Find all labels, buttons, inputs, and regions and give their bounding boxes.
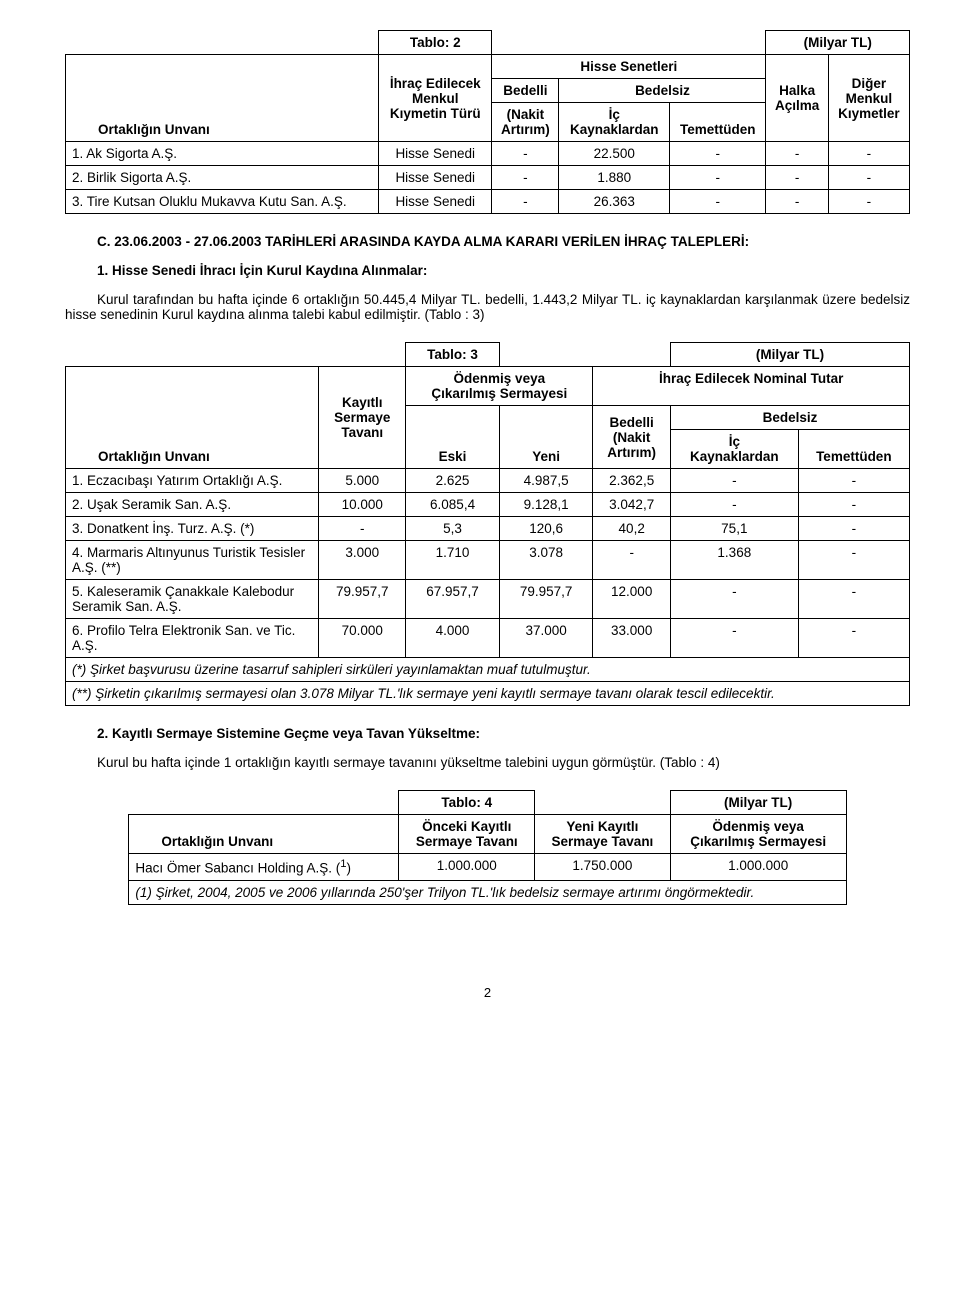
t4-row-name: Hacı Ömer Sabancı Holding A.Ş. (1) bbox=[129, 854, 399, 881]
t3-footnote-2: (**) Şirketin çıkarılmış sermayesi olan … bbox=[66, 682, 910, 706]
t2-title-right: (Milyar TL) bbox=[766, 31, 910, 55]
t2-group-hisse: Hisse Senetleri bbox=[492, 55, 766, 79]
t3-title-left: Tablo: 3 bbox=[406, 343, 500, 367]
table-row: Hacı Ömer Sabancı Holding A.Ş. (1) 1.000… bbox=[129, 854, 846, 881]
section-2-para: Kurul bu hafta içinde 1 ortaklığın kayıt… bbox=[97, 755, 910, 770]
t4-footnote: (1) Şirket, 2004, 2005 ve 2006 yıllarınd… bbox=[129, 880, 846, 904]
table-row: 2. Birlik Sigorta A.Ş. Hisse Senedi - 1.… bbox=[66, 166, 910, 190]
table-row: 1. Eczacıbaşı Yatırım Ortaklığı A.Ş. 5.0… bbox=[66, 469, 910, 493]
table-row: 1. Ak Sigorta A.Ş. Hisse Senedi - 22.500… bbox=[66, 142, 910, 166]
table-2: Tablo: 2 (Milyar TL) Ortaklığın Unvanı İ… bbox=[65, 30, 910, 214]
table-row: 3. Donatkent İnş. Turz. A.Ş. (*) - 5,3 1… bbox=[66, 517, 910, 541]
table-row: 4. Marmaris Altınyunus Turistik Tesisler… bbox=[66, 541, 910, 580]
t3-footnote-1: (*) Şirket başvurusu üzerine tasarruf sa… bbox=[66, 658, 910, 682]
table-row: 5. Kaleseramik Çanakkale Kalebodur Seram… bbox=[66, 580, 910, 619]
section-c-para1: Kurul tarafından bu hafta içinde 6 ortak… bbox=[65, 292, 910, 322]
t3-title-right: (Milyar TL) bbox=[671, 343, 910, 367]
table-row: 3. Tire Kutsan Oluklu Mukavva Kutu San. … bbox=[66, 190, 910, 214]
table-row: 2. Uşak Seramik San. A.Ş. 10.000 6.085,4… bbox=[66, 493, 910, 517]
t2-title-left: Tablo: 2 bbox=[379, 31, 492, 55]
section-2-heading: 2. Kayıtlı Sermaye Sistemine Geçme veya … bbox=[97, 726, 910, 741]
t4-title-right: (Milyar TL) bbox=[670, 791, 846, 815]
page-number: 2 bbox=[65, 985, 910, 1000]
table-3: Tablo: 3 (Milyar TL) Ortaklığın Unvanı K… bbox=[65, 342, 910, 706]
section-c-sub1: 1. Hisse Senedi İhracı İçin Kurul Kaydın… bbox=[97, 263, 910, 278]
table-4: Tablo: 4 (Milyar TL) Ortaklığın Unvanı Ö… bbox=[128, 790, 846, 905]
t4-title-left: Tablo: 4 bbox=[399, 791, 535, 815]
table-row: 6. Profilo Telra Elektronik San. ve Tic.… bbox=[66, 619, 910, 658]
t2-col-company: Ortaklığın Unvanı bbox=[66, 55, 379, 142]
section-c-heading: C. 23.06.2003 - 27.06.2003 TARİHLERİ ARA… bbox=[97, 234, 910, 249]
